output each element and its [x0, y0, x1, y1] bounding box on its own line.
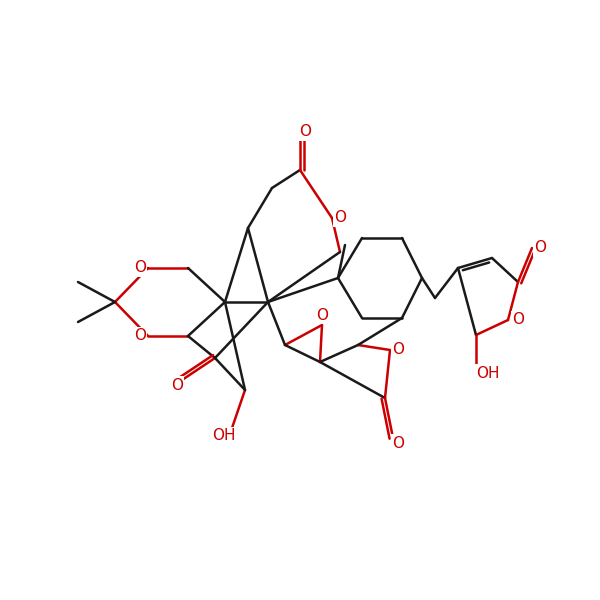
- Text: OH: OH: [212, 428, 236, 443]
- Text: O: O: [392, 436, 404, 451]
- Text: O: O: [299, 124, 311, 139]
- Text: OH: OH: [476, 365, 500, 380]
- Text: O: O: [171, 377, 183, 392]
- Text: O: O: [534, 241, 546, 256]
- Text: O: O: [134, 260, 146, 275]
- Text: O: O: [512, 313, 524, 328]
- Text: O: O: [134, 329, 146, 343]
- Text: O: O: [392, 343, 404, 358]
- Text: O: O: [316, 307, 328, 323]
- Text: O: O: [334, 211, 346, 226]
